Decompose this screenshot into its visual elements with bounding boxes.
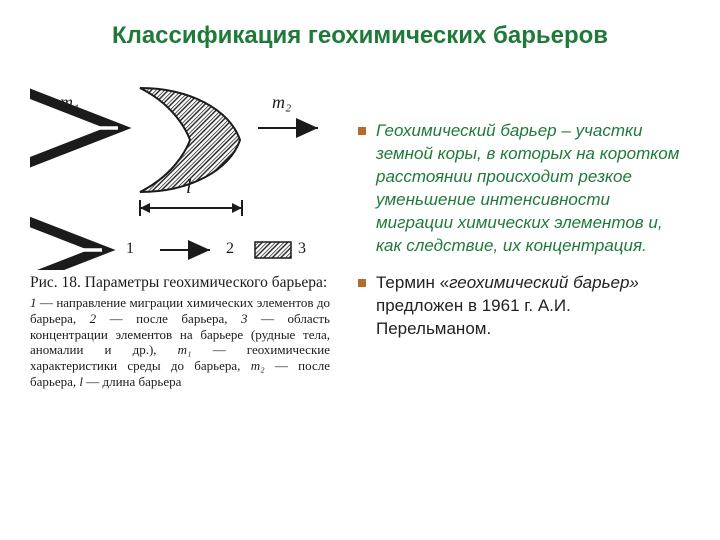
m2-label: m₂ [272,92,291,113]
figure-canvas: m₁ m₂ l 1 2 3 [30,80,330,270]
figure-caption-body: 1 — направление миграции химических элем… [30,295,330,390]
legend-num-2: 2 [226,240,234,258]
cap-t2: — после барьера, [96,311,241,326]
cap-i4: m₁ [178,342,192,357]
term-label: Геохимический барьер [376,121,557,140]
caption-title-text: Рис. 18. Параметры геохимического барьер… [30,274,327,291]
b2-before: Термин « [376,273,449,292]
b2-after: предложен в 1961 г. А.И. Перельманом. [376,296,571,338]
term-definition: участки земной коры, в которых на коротк… [376,121,679,255]
bullet-2: Термин «геохимический барьер» предложен … [358,272,690,341]
page-title: Классификация геохимических барьеров [30,22,690,50]
bullet-1: Геохимический барьер – участки земной ко… [358,120,690,258]
cap-i5: m₂ [251,358,265,373]
cap-t6: — длина барьера [83,374,181,389]
m1-label: m₁ [60,92,79,113]
legend-num-3: 3 [298,240,306,258]
term-dash: – [557,121,576,140]
bullet-2-text: Термин «геохимический барьер» предложен … [376,272,690,341]
slide: Классификация геохимических барьеров [0,0,720,540]
l-label: l [186,176,192,199]
figure-caption-title: Рис. 18. Параметры геохимического барьер… [30,274,330,293]
legend-num-1: 1 [126,240,134,258]
legend-hatch-box [255,242,291,258]
text-column: Геохимический барьер – участки земной ко… [358,80,690,354]
figure-column: m₁ m₂ l 1 2 3 Рис. 18. Параметры геохими… [30,80,340,390]
two-column-layout: m₁ m₂ l 1 2 3 Рис. 18. Параметры геохими… [30,80,690,390]
b2-quoted: геохимический барьер» [449,273,639,292]
bullet-1-text: Геохимический барьер – участки земной ко… [376,120,690,258]
bullet-marker-icon [358,127,366,135]
bullet-marker-icon [358,279,366,287]
figure: m₁ m₂ l 1 2 3 Рис. 18. Параметры геохими… [30,80,330,390]
